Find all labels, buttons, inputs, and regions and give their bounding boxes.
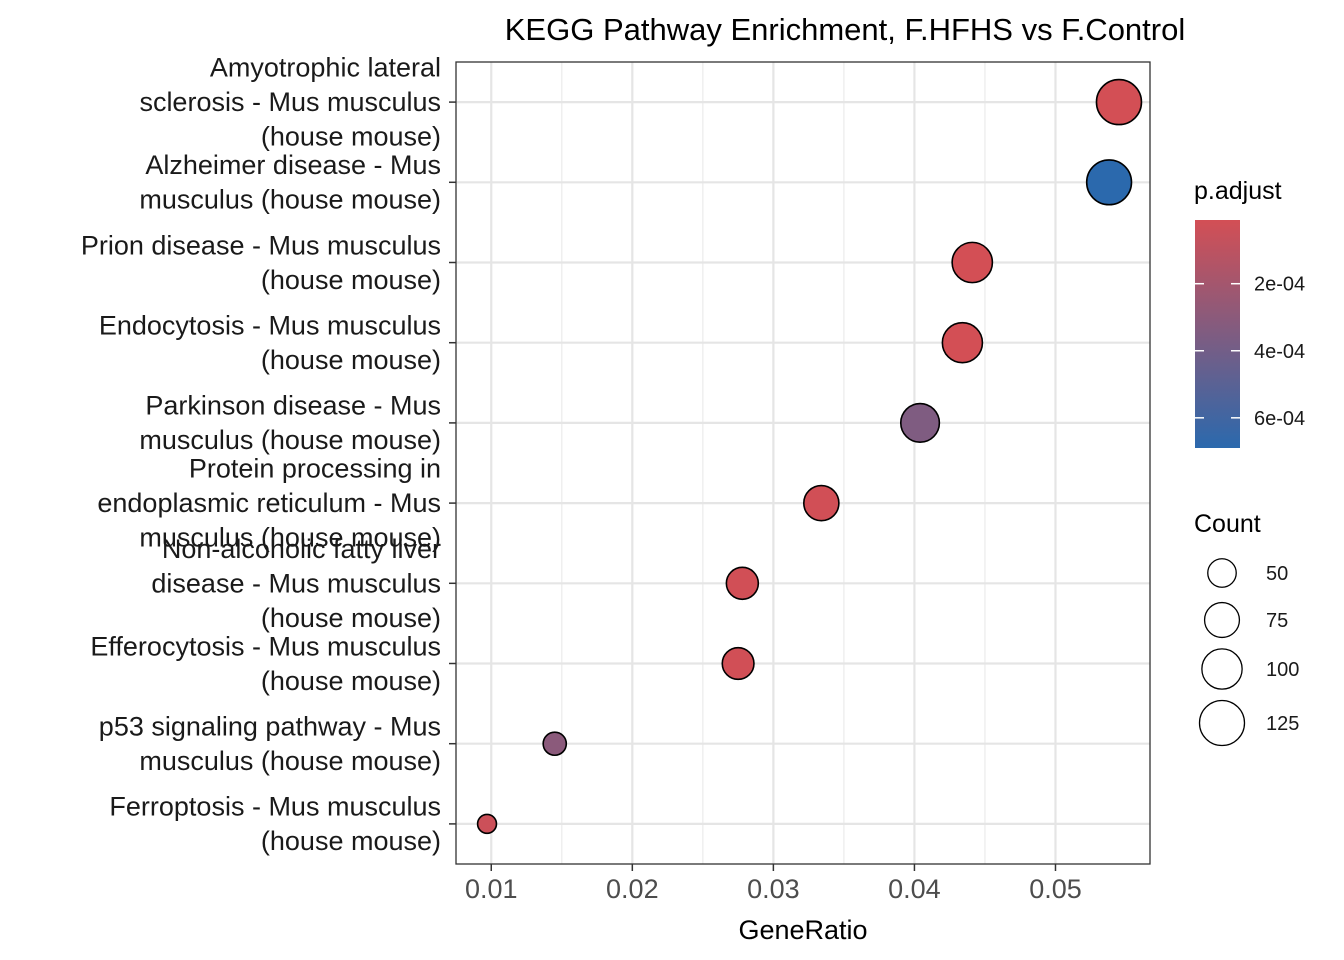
data-point: [725, 566, 760, 601]
y-axis: Amyotrophic lateral sclerosis - Mus muscu…: [81, 53, 456, 856]
size-legend-label: 125: [1266, 713, 1299, 735]
y-tick-label: (house mouse): [261, 603, 441, 633]
color-legend-label: 4e-04: [1254, 341, 1305, 363]
data-point: [941, 321, 984, 364]
y-tick-label: Prion disease - Mus musculus: [81, 230, 441, 260]
x-tick-label: 0.05: [1029, 874, 1082, 904]
y-tick-label: sclerosis - Mus musculus: [139, 87, 441, 117]
size-legend-circle: [1207, 558, 1237, 588]
size-legend-title: Count: [1194, 510, 1261, 538]
size-legend-circle: [1203, 601, 1241, 639]
x-tick-label: 0.02: [606, 874, 659, 904]
data-point: [1095, 78, 1143, 126]
chart-title: KEGG Pathway Enrichment, F.HFHS vs F.Con…: [505, 12, 1186, 47]
y-tick-label: musculus (house mouse): [139, 523, 441, 553]
y-tick-label: disease - Mus musculus: [151, 568, 441, 598]
y-tick-label: Non-alcoholic fatty liver: [162, 534, 441, 564]
y-tick-label: (house mouse): [261, 826, 441, 856]
y-tick-label: musculus (house mouse): [139, 185, 441, 215]
data-point: [802, 484, 840, 522]
plot-border: [455, 61, 1151, 865]
size-legend-label: 100: [1266, 659, 1299, 681]
plot-panel: [456, 62, 1150, 864]
y-tick-label: musculus (house mouse): [139, 746, 441, 776]
y-tick-label: Parkinson disease - Mus: [145, 391, 441, 421]
x-axis: 0.01 0.02 0.03 0.04 0.05: [465, 864, 1082, 904]
y-tick-label: Amyotrophic lateral: [210, 53, 441, 83]
data-point: [542, 731, 568, 757]
size-legend-circle: [1198, 699, 1246, 747]
color-legend-title: p.adjust: [1194, 177, 1282, 205]
x-tick-label: 0.01: [465, 874, 518, 904]
x-tick-label: 0.03: [747, 874, 800, 904]
data-point: [1085, 159, 1133, 206]
data-point: [476, 813, 498, 835]
x-tick-label: 0.04: [888, 874, 941, 904]
color-legend-bar: [1195, 220, 1240, 448]
data-point: [951, 241, 994, 284]
y-tick-label: Efferocytosis - Mus musculus: [90, 631, 441, 661]
data-points: [476, 78, 1143, 835]
x-axis-title: GeneRatio: [738, 915, 867, 945]
data-point: [721, 646, 755, 681]
size-legend-label: 75: [1266, 610, 1288, 632]
y-tick-label: Endocytosis - Mus musculus: [99, 310, 441, 340]
color-legend-label: 6e-04: [1254, 408, 1305, 430]
color-legend-label: 2e-04: [1254, 274, 1305, 296]
y-tick-label: musculus (house mouse): [139, 425, 441, 455]
y-tick-label: (house mouse): [261, 345, 441, 375]
size-legend-label: 50: [1266, 563, 1288, 585]
y-tick-label: p53 signaling pathway - Mus: [99, 711, 441, 741]
data-point: [899, 402, 941, 444]
color-legend: p.adjust 2e-04 4e-04 6e-04: [1194, 177, 1305, 448]
y-tick-label: (house mouse): [261, 122, 441, 152]
y-tick-label: (house mouse): [261, 265, 441, 295]
size-legend-circle: [1201, 648, 1243, 690]
y-tick-label: Alzheimer disease - Mus: [145, 150, 441, 180]
y-tick-label: (house mouse): [261, 666, 441, 696]
size-legend: Count 50 75 100 125: [1194, 510, 1299, 747]
y-tick-label: endoplasmic reticulum - Mus: [97, 488, 441, 518]
y-tick-label: Protein processing in: [189, 454, 441, 484]
y-tick-label: Ferroptosis - Mus musculus: [109, 792, 441, 822]
grid-minor: [561, 62, 986, 864]
